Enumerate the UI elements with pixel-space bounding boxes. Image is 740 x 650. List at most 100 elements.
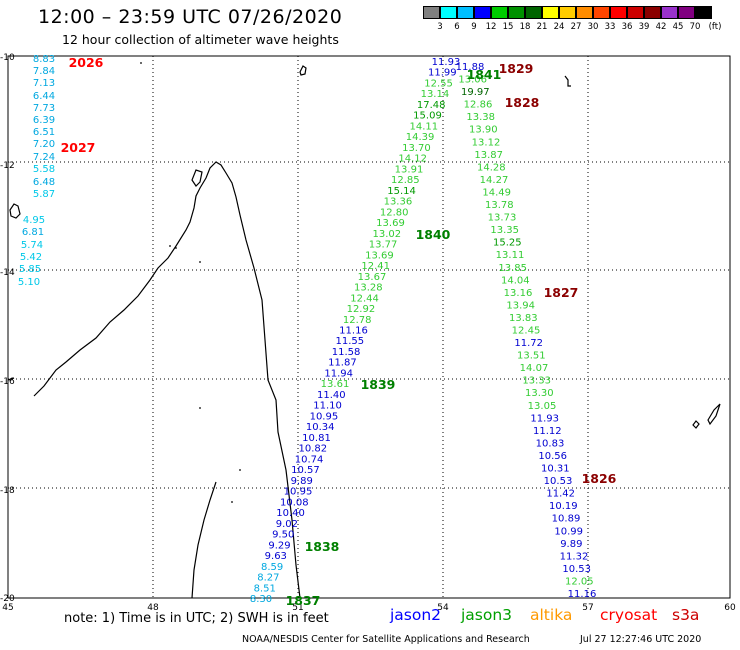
color-scale-tick: 18	[519, 22, 531, 32]
swh-value-track-2: 13.87	[474, 150, 503, 161]
color-swatch	[678, 6, 695, 19]
swh-value-track-1: 13.02	[372, 229, 401, 240]
color-scale-tick: 9	[471, 22, 477, 32]
swh-value-track-0: 7.84	[33, 66, 55, 77]
swh-value-track-2: 14.27	[480, 175, 509, 186]
legend-item-cryosat: cryosat	[600, 606, 658, 624]
swh-value-track-1: 14.11	[409, 121, 438, 132]
revolution-label: 2027	[61, 140, 96, 155]
swh-value-track-1: 12.85	[391, 175, 420, 186]
swh-value-track-1: 13.77	[369, 240, 398, 251]
swh-value-track-2: 15.25	[493, 238, 522, 249]
swh-value-track-2: 14.49	[482, 187, 511, 198]
swh-value-track-1: 11.87	[328, 358, 357, 369]
swh-value-track-1: 10.08	[280, 497, 309, 508]
credit-line: NOAA/NESDIS Center for Satellite Applica…	[242, 634, 530, 645]
coastline	[33, 161, 301, 599]
color-scale-tick: 12	[485, 22, 497, 32]
legend-item-s3a: s3a	[672, 606, 700, 624]
color-swatch	[491, 6, 508, 19]
revolution-label: 1829	[499, 61, 534, 76]
map-title: 12:00 – 23:59 UTC 07/26/2020	[38, 6, 343, 28]
revolution-label: 1839	[361, 377, 396, 392]
latitude-label: -14	[0, 268, 15, 278]
revolution-label: 1828	[505, 95, 540, 110]
color-scale-tick: 36	[621, 22, 633, 32]
swh-value-track-0: 6.51	[33, 127, 55, 138]
swh-value-track-1: 10.82	[298, 444, 327, 455]
color-scale-tick: 24	[553, 22, 565, 32]
color-scale-tick: 30	[587, 22, 599, 32]
swh-value-track-2: 12.45	[512, 326, 541, 337]
revolution-label: 1826	[582, 471, 617, 486]
color-swatch	[474, 6, 491, 19]
swh-value-track-1: 9.50	[272, 530, 294, 541]
swh-value-track-1: 15.14	[387, 186, 416, 197]
color-swatch	[576, 6, 593, 19]
swh-value-track-0: 5.85	[19, 264, 41, 275]
swh-value-track-2: 13.11	[496, 250, 525, 261]
color-swatch	[525, 6, 542, 19]
longitude-label: 60	[724, 603, 736, 613]
swh-value-track-1: 10.34	[306, 422, 335, 433]
swh-value-track-1: 11.93	[432, 57, 461, 68]
swh-value-track-0: 7.20	[33, 139, 55, 150]
latitude-label: -16	[0, 377, 15, 387]
latitude-label: -20	[0, 594, 15, 604]
longitude-label: 54	[437, 603, 449, 613]
swh-value-track-2: 13.94	[506, 300, 535, 311]
swh-value-track-1: 14.12	[398, 154, 427, 165]
swh-value-track-2: 9.89	[560, 539, 582, 550]
swh-value-track-0: 7.13	[33, 78, 55, 89]
swh-value-track-2: 13.83	[509, 313, 538, 324]
color-swatch	[610, 6, 627, 19]
swh-value-track-2: 11.72	[514, 338, 543, 349]
color-scale-tick: 33	[604, 22, 616, 32]
swh-value-track-2: 10.19	[549, 501, 578, 512]
swh-value-track-0: 6.48	[33, 177, 55, 188]
swh-value-track-1: 10.81	[302, 433, 331, 444]
color-swatch	[559, 6, 576, 19]
color-swatch	[627, 6, 644, 19]
swh-value-track-1: 10.74	[295, 454, 324, 465]
coastline	[299, 65, 307, 76]
swh-value-track-2: 11.93	[530, 413, 559, 424]
swh-value-track-1: 10.57	[291, 465, 320, 476]
swh-value-track-0: 5.10	[18, 277, 40, 288]
latitude-label: -12	[0, 161, 15, 171]
coastline	[707, 403, 721, 426]
swh-value-track-0: 5.58	[33, 164, 55, 175]
color-scale-tick: 45	[672, 22, 684, 32]
swh-value-track-1: 12.55	[424, 78, 453, 89]
swh-value-track-2: 13.12	[472, 137, 501, 148]
timestamp: Jul 27 12:27:46 UTC 2020	[580, 634, 702, 645]
swh-value-track-1: 11.99	[428, 68, 457, 79]
swh-value-track-1: 9.89	[291, 476, 313, 487]
island-dot	[239, 469, 241, 471]
swh-value-track-1: 13.67	[358, 272, 387, 283]
coastline	[191, 481, 217, 599]
swh-value-track-1: 8.30	[250, 594, 272, 605]
swh-value-track-2: 13.90	[469, 125, 498, 136]
swh-value-track-2: 13.05	[528, 401, 557, 412]
swh-value-track-2: 13.85	[498, 263, 527, 274]
map-subtitle: 12 hour collection of altimeter wave hei…	[62, 32, 339, 47]
color-scale-tick: 3	[437, 22, 443, 32]
island-dot	[140, 62, 142, 64]
swh-value-track-1: 13.91	[395, 164, 424, 175]
swh-value-track-1: 13.61	[321, 379, 350, 390]
swh-value-track-1: 8.27	[257, 573, 279, 584]
color-scale-tick: 27	[570, 22, 582, 32]
swh-value-track-1: 11.10	[313, 401, 342, 412]
swh-value-track-0: 6.81	[22, 227, 44, 238]
swh-value-track-1: 13.69	[376, 218, 405, 229]
map-frame	[7, 55, 731, 599]
longitude-label: 51	[292, 603, 303, 613]
swh-value-track-2: 10.89	[552, 514, 581, 525]
revolution-label: 1827	[544, 285, 579, 300]
swh-value-track-1: 13.36	[384, 197, 413, 208]
revolution-label: 1841	[467, 67, 502, 82]
longitude-label: 57	[582, 603, 593, 613]
swh-value-track-1: 12.44	[350, 293, 379, 304]
